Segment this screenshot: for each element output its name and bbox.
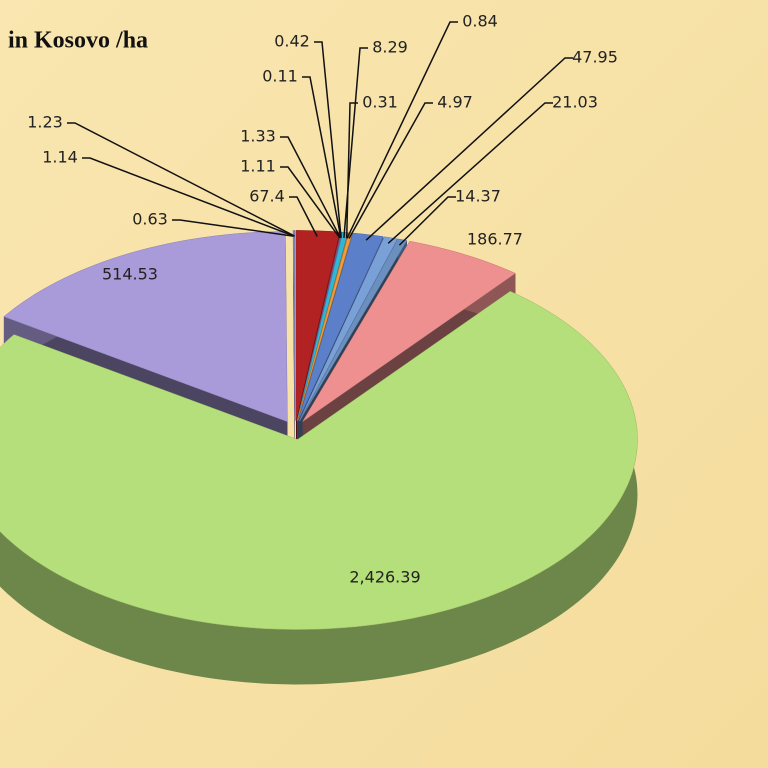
slice bbox=[3, 231, 288, 422]
slice bbox=[0, 291, 638, 630]
leader-line bbox=[302, 76, 342, 238]
data-label: 0.63 bbox=[132, 210, 168, 229]
leader-line bbox=[346, 21, 458, 239]
data-label: 14.37 bbox=[455, 187, 501, 206]
data-label: 0.31 bbox=[362, 93, 398, 112]
leader-line bbox=[365, 57, 573, 241]
data-label: 0.11 bbox=[262, 67, 298, 86]
data-label: 1.14 bbox=[42, 148, 78, 167]
leader-line bbox=[345, 102, 358, 239]
data-label: 47.95 bbox=[572, 48, 618, 67]
leader-line bbox=[387, 102, 553, 244]
slice bbox=[297, 232, 353, 421]
data-label: 0.42 bbox=[274, 32, 310, 51]
leader-line bbox=[398, 196, 456, 246]
data-label: 21.03 bbox=[552, 93, 598, 112]
slice bbox=[292, 230, 296, 421]
leader-line bbox=[67, 122, 295, 237]
data-label: 1.11 bbox=[240, 157, 276, 176]
leader-line bbox=[289, 196, 318, 237]
data-label: 186.77 bbox=[467, 230, 523, 249]
data-label: 1.33 bbox=[240, 127, 276, 146]
data-label: 8.29 bbox=[372, 38, 408, 57]
leader-line bbox=[343, 47, 368, 239]
data-label: 2,426.39 bbox=[349, 568, 420, 587]
slice bbox=[299, 236, 398, 421]
slice bbox=[299, 238, 408, 421]
data-label: 1.23 bbox=[27, 113, 63, 132]
leader-line bbox=[314, 41, 342, 238]
data-label: 0.84 bbox=[462, 12, 498, 31]
chart-title: in Kosovo /ha bbox=[8, 28, 148, 54]
slice bbox=[298, 232, 384, 421]
data-label: 4.97 bbox=[437, 93, 473, 112]
data-label: 67.4 bbox=[249, 187, 285, 206]
data-label: 514.53 bbox=[102, 265, 158, 284]
slice bbox=[302, 240, 516, 422]
leader-line bbox=[348, 102, 433, 239]
leader-line bbox=[280, 166, 341, 239]
leader-line bbox=[172, 219, 294, 237]
leader-line bbox=[82, 157, 295, 237]
leader-line bbox=[280, 136, 342, 239]
